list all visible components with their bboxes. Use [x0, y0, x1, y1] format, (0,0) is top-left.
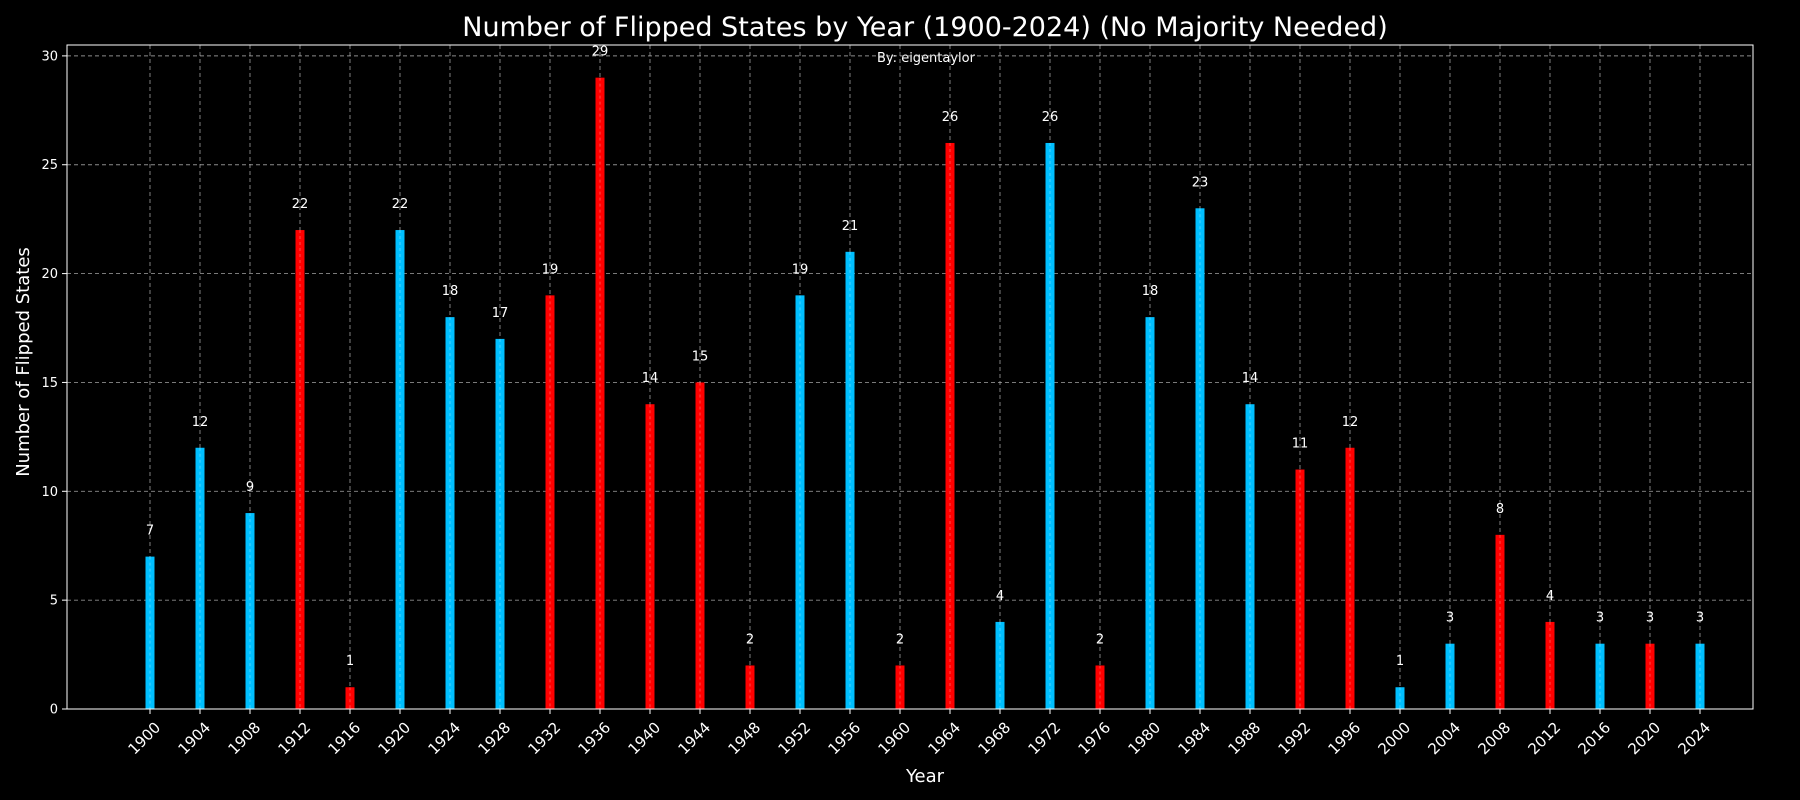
data-label-2020: 3: [1646, 611, 1654, 626]
data-labels: 7129221221817192914152192122642621823141…: [146, 45, 1704, 670]
bar-1908: [245, 513, 255, 709]
data-label-1948: 2: [746, 632, 754, 647]
bar-1912: [295, 230, 305, 709]
bar-1940: [645, 404, 655, 709]
plot-frame: [66, 44, 1754, 710]
data-label-1936: 29: [592, 45, 609, 60]
bar-2012: [1545, 621, 1555, 709]
bar-1928: [495, 338, 505, 709]
data-label-1904: 12: [192, 415, 209, 430]
bar-1960: [895, 665, 905, 709]
bar-1964: [945, 142, 955, 709]
bar-1968: [995, 621, 1005, 709]
y-tick-label: 30: [41, 49, 58, 64]
bars: [145, 77, 1705, 709]
bar-1900: [145, 556, 155, 709]
bar-1932: [545, 295, 555, 709]
data-label-1968: 4: [996, 589, 1004, 604]
data-label-2004: 3: [1446, 611, 1454, 626]
bar-1944: [695, 382, 705, 709]
bar-1976: [1095, 665, 1105, 709]
chart-title: Number of Flipped States by Year (1900-2…: [462, 12, 1387, 43]
data-label-1960: 2: [896, 632, 904, 647]
data-label-2012: 4: [1546, 589, 1554, 604]
data-label-1932: 19: [542, 262, 559, 277]
bar-1992: [1295, 469, 1305, 709]
data-label-1972: 26: [1042, 110, 1059, 125]
y-tick-label: 10: [41, 485, 58, 500]
data-label-1900: 7: [146, 524, 154, 539]
data-label-1944: 15: [692, 349, 709, 364]
data-label-1996: 12: [1342, 415, 1359, 430]
bar-2004: [1445, 643, 1455, 709]
data-label-1924: 18: [442, 284, 459, 299]
data-label-1980: 18: [1142, 284, 1159, 299]
bar-1980: [1145, 317, 1155, 709]
data-label-1916: 1: [346, 654, 354, 669]
data-label-2008: 8: [1496, 502, 1504, 517]
y-tick-label: 15: [41, 376, 58, 391]
data-label-1952: 19: [792, 262, 809, 277]
bar-1916: [345, 687, 355, 709]
data-label-1964: 26: [942, 110, 959, 125]
x-axis-label: Year: [905, 766, 945, 787]
bar-1952: [795, 295, 805, 709]
bar-2020: [1645, 643, 1655, 709]
data-label-1940: 14: [642, 371, 659, 386]
bar-2016: [1595, 643, 1605, 709]
bar-1984: [1195, 208, 1205, 709]
bar-1948: [745, 665, 755, 709]
y-tick-label: 25: [41, 158, 58, 173]
data-label-1912: 22: [292, 197, 309, 212]
bar-1956: [845, 251, 855, 709]
bar-2008: [1495, 534, 1505, 709]
data-label-1984: 23: [1192, 175, 1209, 190]
bar-1996: [1345, 447, 1355, 709]
bar-1988: [1245, 404, 1255, 709]
data-label-1976: 2: [1096, 632, 1104, 647]
y-tick-label: 0: [50, 703, 58, 718]
data-label-2016: 3: [1596, 611, 1604, 626]
bar-2024: [1695, 643, 1705, 709]
data-label-1956: 21: [842, 219, 859, 234]
data-label-1928: 17: [492, 306, 509, 321]
bar-1936: [595, 77, 605, 709]
data-label-1988: 14: [1242, 371, 1259, 386]
y-axis-label: Number of Flipped States: [13, 247, 34, 477]
data-label-2024: 3: [1696, 611, 1704, 626]
data-label-1992: 11: [1292, 437, 1309, 452]
bar-1904: [195, 447, 205, 709]
bar-1920: [395, 230, 405, 709]
data-label-2000: 1: [1396, 654, 1404, 669]
bar-1924: [445, 317, 455, 709]
data-label-1920: 22: [392, 197, 409, 212]
y-tick-label: 20: [41, 267, 58, 282]
bar-1972: [1045, 142, 1055, 709]
bar-2000: [1395, 687, 1405, 709]
chart-subtitle: By: eigentaylor: [877, 51, 976, 66]
data-label-1908: 9: [246, 480, 254, 495]
y-tick-label: 5: [50, 594, 58, 609]
